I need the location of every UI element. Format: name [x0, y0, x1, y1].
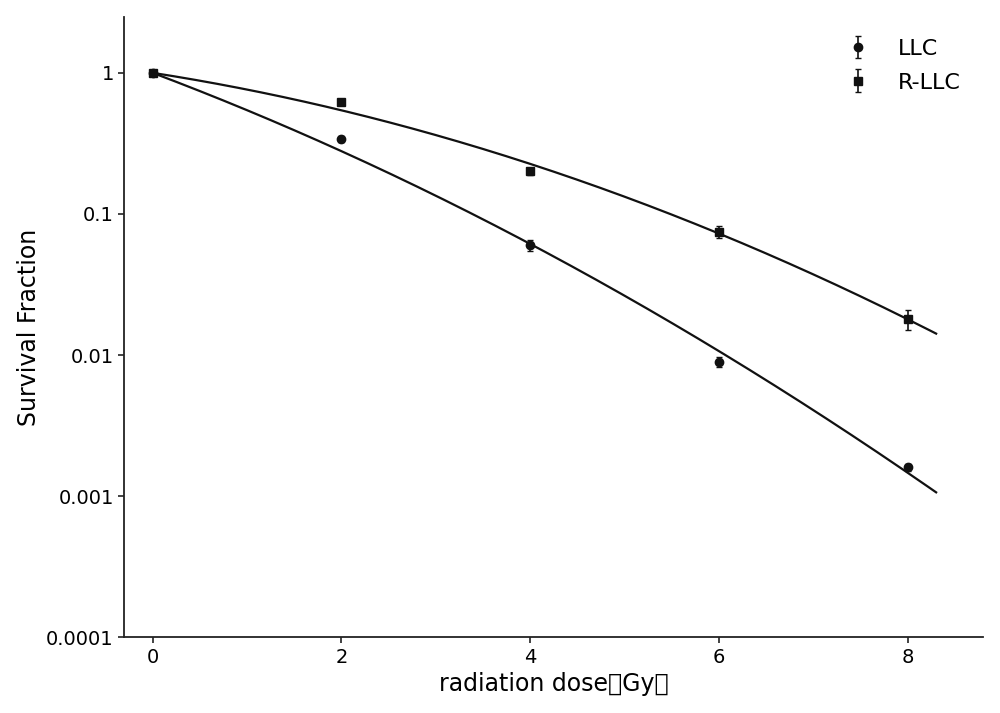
Legend: LLC, R-LLC: LLC, R-LLC: [825, 28, 972, 104]
X-axis label: radiation dose（Gy）: radiation dose（Gy）: [439, 672, 669, 697]
Y-axis label: Survival Fraction: Survival Fraction: [17, 228, 41, 426]
